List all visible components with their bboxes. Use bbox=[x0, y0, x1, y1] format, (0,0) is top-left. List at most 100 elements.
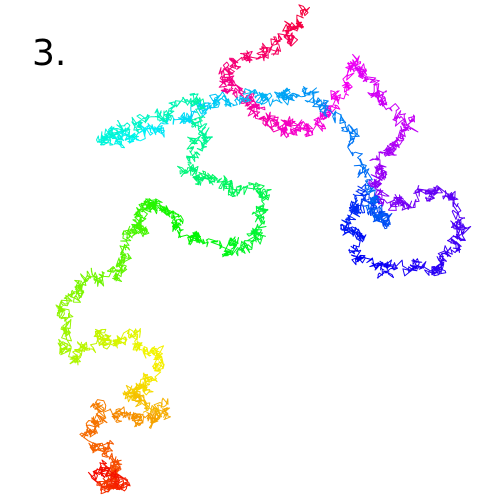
walk-segment bbox=[354, 65, 370, 83]
walk-segment bbox=[341, 200, 359, 225]
walk-segment bbox=[368, 206, 388, 221]
walk-segment bbox=[274, 87, 291, 106]
walk-segment bbox=[106, 264, 124, 282]
walk-segment bbox=[347, 137, 367, 173]
walk-segment bbox=[171, 92, 199, 108]
walk-segment bbox=[270, 33, 295, 47]
walk-segment bbox=[233, 50, 253, 67]
walk-segment bbox=[130, 382, 148, 401]
walk-segment bbox=[190, 116, 208, 132]
walk-segment bbox=[409, 258, 434, 276]
walk-segment bbox=[172, 112, 192, 125]
walk-segment bbox=[87, 440, 105, 454]
walk-segment bbox=[69, 349, 83, 366]
walk-segment bbox=[220, 84, 246, 100]
walk-segment bbox=[294, 4, 310, 31]
walk-segment bbox=[218, 75, 237, 89]
walk-segment bbox=[319, 102, 341, 119]
walk-segment bbox=[447, 230, 466, 247]
walk-segment bbox=[120, 328, 141, 344]
walk-segment bbox=[442, 190, 459, 204]
walk-segment bbox=[124, 125, 149, 144]
walk-segment bbox=[240, 231, 266, 253]
walk-segment bbox=[279, 118, 299, 137]
walk-segment bbox=[79, 424, 97, 442]
walk-segment bbox=[256, 42, 282, 56]
walk-segment bbox=[337, 72, 355, 100]
walk-segment bbox=[96, 129, 119, 146]
walk-segment bbox=[150, 397, 169, 418]
walk-segment bbox=[138, 372, 156, 387]
walk-segment bbox=[223, 57, 242, 76]
walk-segment bbox=[125, 411, 143, 427]
walk-segment bbox=[137, 122, 163, 137]
walk-segment bbox=[131, 223, 150, 238]
walk-segment bbox=[425, 185, 448, 202]
walk-segment bbox=[369, 145, 395, 174]
walk-segment bbox=[248, 182, 272, 199]
walk-segment bbox=[350, 249, 375, 267]
walk-segment bbox=[74, 279, 85, 299]
walk-segment bbox=[372, 214, 391, 228]
walk-segment bbox=[198, 170, 227, 189]
walk-segment bbox=[119, 243, 132, 262]
walk-segment bbox=[99, 335, 123, 347]
walk-segment bbox=[114, 127, 130, 148]
walk-segment bbox=[153, 345, 165, 367]
walk-segment bbox=[301, 86, 320, 104]
walk-segment bbox=[100, 439, 116, 464]
walk-segment bbox=[197, 94, 222, 112]
walk-segment bbox=[197, 126, 213, 145]
walk-segment bbox=[61, 289, 81, 307]
walk-segment bbox=[57, 326, 72, 350]
walk-segment bbox=[158, 101, 176, 122]
walk-segment bbox=[251, 89, 273, 105]
walk-segment bbox=[150, 358, 165, 383]
walk-segment bbox=[133, 392, 153, 414]
walk-segment bbox=[293, 119, 314, 138]
walk-segment bbox=[177, 163, 198, 177]
walk-segment bbox=[367, 89, 388, 106]
walk-segment bbox=[269, 116, 293, 129]
walk-segment bbox=[128, 114, 146, 139]
walk-segment bbox=[112, 336, 127, 349]
walk-segment bbox=[139, 346, 158, 359]
walk-segment bbox=[120, 225, 140, 246]
walk-segment bbox=[171, 210, 184, 229]
walk-segment bbox=[374, 163, 387, 181]
walk-segment bbox=[450, 200, 466, 229]
walk-segment bbox=[72, 341, 89, 358]
walk-segment bbox=[133, 207, 148, 227]
walk-segment bbox=[351, 183, 367, 214]
walk-segment bbox=[143, 108, 167, 124]
walk-segment bbox=[96, 328, 112, 350]
walk-segment bbox=[55, 299, 73, 319]
walk-segment bbox=[450, 218, 472, 237]
walk-segment bbox=[111, 406, 132, 422]
walk-segment bbox=[157, 205, 179, 219]
walk-segment bbox=[249, 100, 268, 127]
walk-segment bbox=[348, 53, 368, 77]
walk-segment bbox=[136, 198, 153, 213]
walk-segment bbox=[383, 143, 399, 157]
walk-segment bbox=[74, 267, 97, 293]
walk-segment bbox=[437, 241, 462, 262]
walk-segment bbox=[387, 194, 405, 211]
walk-segment bbox=[276, 122, 302, 139]
walk-segment bbox=[369, 259, 392, 271]
walk-segment bbox=[59, 343, 79, 365]
walk-segment bbox=[210, 240, 234, 258]
walk-segment bbox=[94, 401, 122, 423]
walk-segment bbox=[392, 114, 416, 130]
walk-segment bbox=[330, 90, 341, 109]
walk-segment bbox=[345, 55, 362, 77]
walk-segment bbox=[340, 218, 359, 237]
walk-segment bbox=[357, 168, 380, 205]
walk-segment bbox=[400, 189, 427, 211]
walk-segment bbox=[186, 136, 201, 164]
walk-segment bbox=[109, 478, 131, 492]
walk-segment bbox=[376, 261, 399, 279]
walk-segment bbox=[90, 266, 115, 287]
walk-segment bbox=[339, 119, 360, 144]
